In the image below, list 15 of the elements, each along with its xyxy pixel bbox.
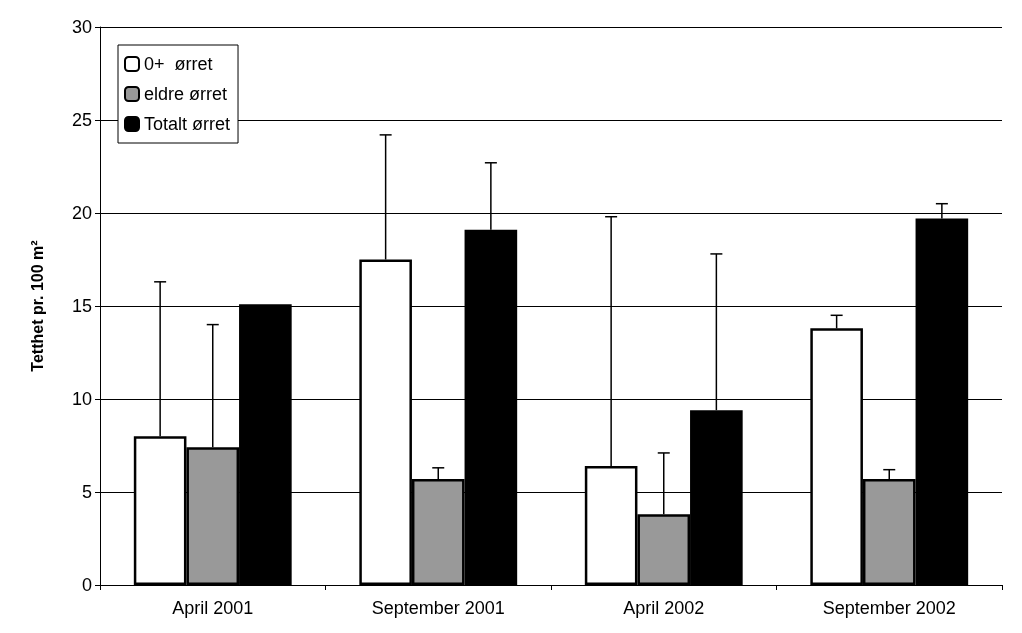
x-tick-label: April 2002 (623, 598, 705, 618)
legend-label: eldre ørret (144, 84, 228, 104)
y-tick-label: 15 (71, 296, 92, 316)
legend-label: 0+ ørret (144, 54, 213, 74)
y-tick-label: 20 (71, 203, 92, 223)
y-tick-label: 10 (71, 389, 92, 409)
x-tick-label: April 2001 (172, 598, 254, 618)
y-tick-label: 5 (81, 482, 92, 502)
x-tick-label: September 2001 (371, 598, 505, 618)
legend-label: Totalt ørret (144, 114, 231, 134)
y-tick-label: 0 (81, 575, 92, 595)
x-tick-label: September 2002 (822, 598, 956, 618)
y-axis-title: Tetthet pr. 100 m² (28, 240, 46, 372)
y-tick-label: 25 (71, 110, 92, 130)
y-tick-label: 30 (71, 17, 92, 37)
